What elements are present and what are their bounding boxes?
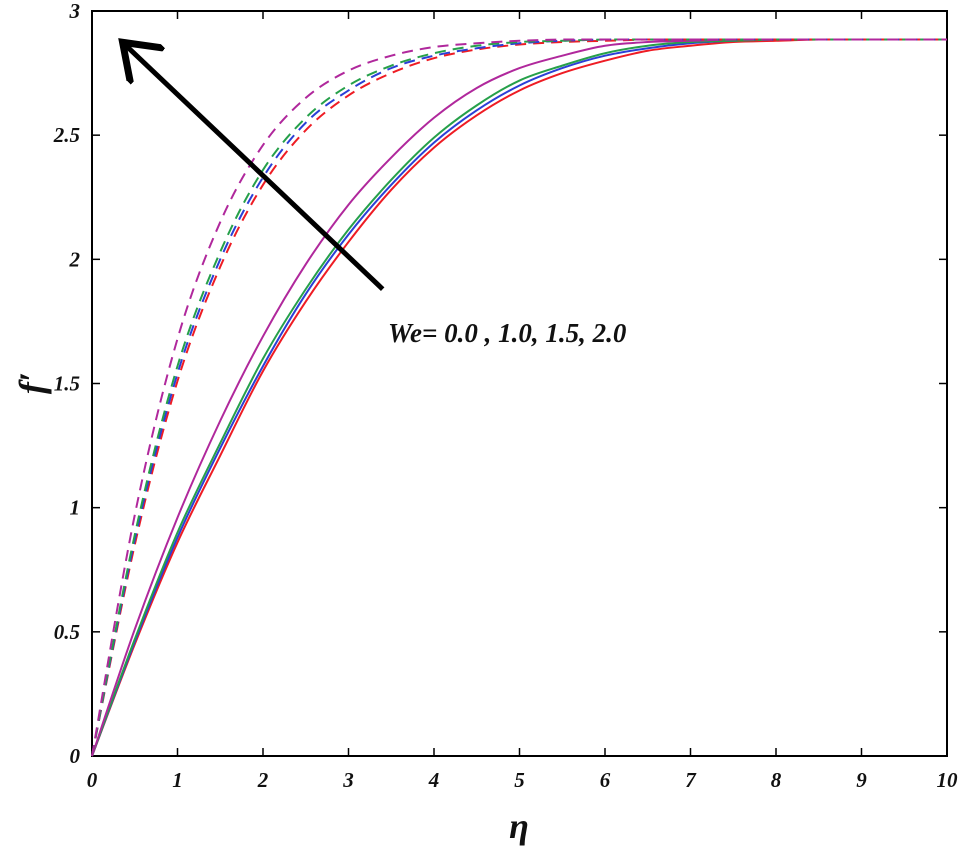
y-tick-label: 0.5 (54, 620, 80, 644)
annotation-layer: We= 0.0 , 1.0, 1.5, 2.0 (126, 46, 627, 348)
we-annotation: We= 0.0 , 1.0, 1.5, 2.0 (388, 318, 627, 348)
plot-frame (91, 10, 948, 757)
x-tick-label: 9 (856, 768, 867, 792)
x-tick-label: 1 (172, 768, 183, 792)
solid-series-line-0 (91, 38, 947, 757)
x-tick-label: 8 (771, 768, 782, 792)
dashed-series-line-5 (91, 38, 947, 757)
series-layer (91, 38, 947, 757)
x-tick-label: 6 (600, 768, 611, 792)
y-tick-label: 3 (69, 0, 81, 23)
solid-series-line-3 (91, 38, 947, 757)
dashed-series-line-7 (91, 38, 947, 757)
y-tick-label: 2 (69, 247, 81, 271)
x-tick-label: 2 (257, 768, 269, 792)
y-tick-label: 0 (70, 744, 81, 768)
dashed-series-line-6 (91, 38, 947, 757)
solid-series-line-2 (91, 38, 947, 757)
x-tick-label: 3 (342, 768, 354, 792)
x-tick-label: 10 (937, 768, 959, 792)
y-axis-label: f′ (12, 372, 52, 394)
axis-ticks: 0 1 2 3 4 5 6 7 8 9 10 0 0.5 1 1.5 2 2.5 3 (53, 0, 958, 792)
dashed-series-line-4 (91, 38, 947, 757)
x-tick-label: 4 (428, 768, 440, 792)
x-axis-label: η (509, 806, 529, 846)
arrow (126, 46, 385, 291)
x-tick-label: 7 (685, 768, 697, 792)
x-tick-label: 5 (514, 768, 525, 792)
y-tick-label: 1 (70, 496, 81, 520)
y-tick-label: 2.5 (53, 123, 80, 147)
solid-series-line-1 (91, 38, 947, 757)
y-tick-label: 1.5 (54, 372, 80, 396)
x-tick-label: 0 (87, 768, 98, 792)
